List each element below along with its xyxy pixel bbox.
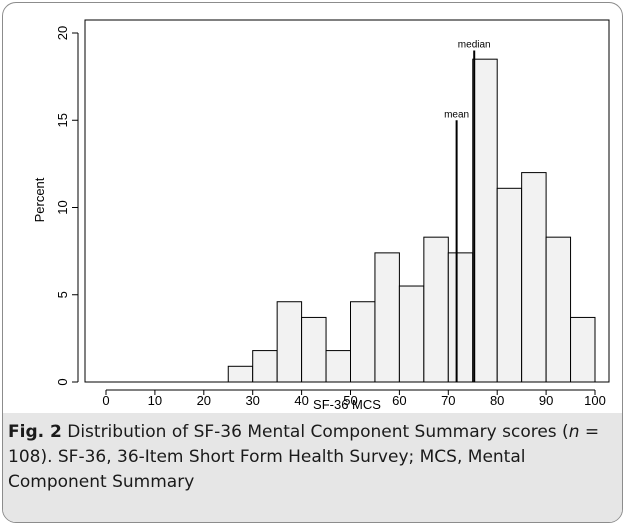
x-axis: 0 10 20 30 40 50 60 70 80 90 100: [102, 389, 606, 408]
histogram-bar: [472, 58, 498, 383]
median-label: median: [458, 39, 491, 50]
figure-caption: Fig. 2 Distribution of SF-36 Mental Comp…: [8, 420, 608, 495]
histogram-bar: [570, 316, 596, 383]
y-tick-label: 10: [55, 200, 70, 214]
histogram-bar: [374, 252, 400, 383]
caption-text-1: Distribution of SF-36 Mental Component S…: [67, 422, 569, 442]
x-tick-label: 60: [392, 393, 406, 408]
histogram-bar: [496, 187, 523, 383]
x-tick-label: 30: [245, 393, 259, 408]
y-tick-label: 15: [55, 113, 70, 127]
x-axis-title: SF-36 MCS: [313, 397, 381, 412]
x-tick-label: 40: [294, 393, 308, 408]
y-tick-label: 20: [55, 26, 70, 40]
x-tick-label: 90: [539, 393, 553, 408]
x-tick-label: 100: [584, 393, 606, 408]
reference-lines-group: mean median: [444, 39, 491, 382]
histogram-bar: [252, 350, 278, 383]
histogram-bar: [227, 365, 254, 383]
histogram-bar: [350, 301, 376, 383]
y-axis: 0 5 10 15 20: [55, 26, 79, 386]
histogram-bar: [398, 285, 425, 383]
x-tick-label: 0: [102, 393, 109, 408]
histogram-bar: [545, 236, 572, 383]
x-tick-label: 10: [148, 393, 162, 408]
x-tick-label: 80: [490, 393, 504, 408]
y-axis-title: Percent: [32, 177, 47, 222]
x-tick-label: 20: [197, 393, 211, 408]
caption-box: [3, 413, 622, 522]
y-tick-label: 0: [55, 378, 70, 385]
histogram-bar: [423, 236, 449, 383]
histogram-bar: [276, 301, 303, 383]
y-tick-label: 5: [55, 291, 70, 298]
histogram-bar: [301, 316, 327, 383]
histogram-bar: [325, 350, 351, 383]
histogram-bar: [521, 172, 547, 383]
caption-n-symbol: n: [568, 422, 580, 442]
figure-label: Fig. 2: [8, 422, 62, 442]
mean-label: mean: [444, 109, 469, 120]
histogram-bar: [447, 252, 474, 383]
x-tick-label: 50: [343, 393, 357, 408]
caption-text-2: = 108). SF-36, 36-Item Short Form Health…: [8, 422, 600, 492]
x-tick-label: 70: [441, 393, 455, 408]
bars-group: [227, 58, 596, 383]
